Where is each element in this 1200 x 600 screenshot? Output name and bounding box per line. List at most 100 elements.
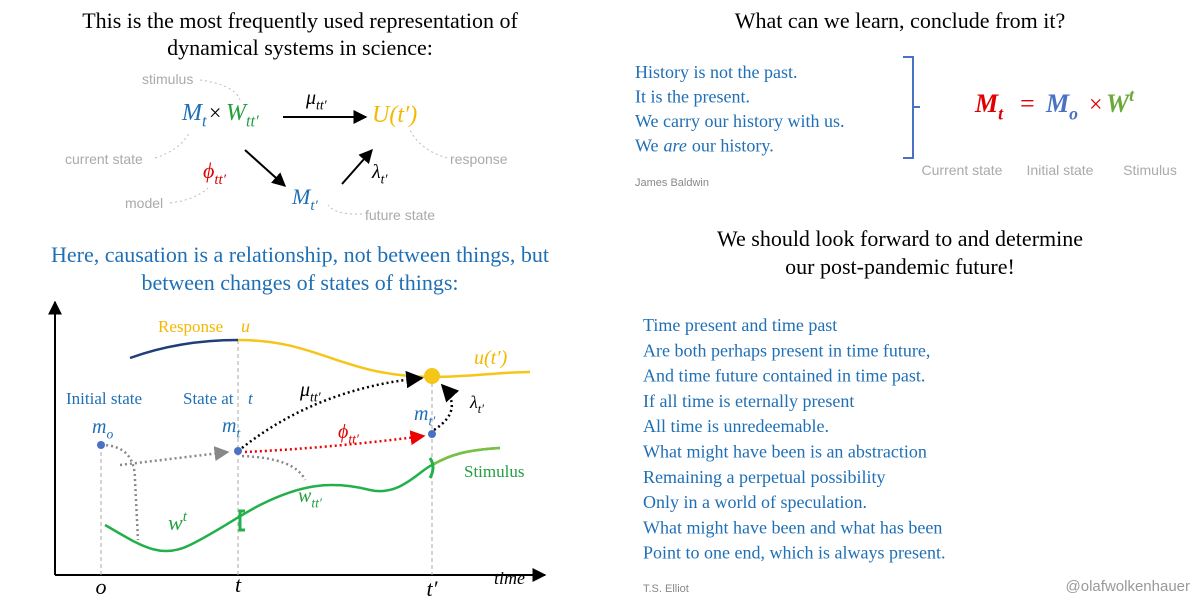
arrow	[100, 443, 140, 541]
symbol: M	[974, 89, 999, 118]
arrow	[433, 383, 460, 432]
plot-label: t	[248, 389, 254, 408]
symbol: W	[226, 100, 248, 126]
symbol: ϕ	[338, 421, 348, 443]
subscript: t	[998, 103, 1004, 123]
connector	[409, 129, 448, 159]
symbol: M	[291, 184, 312, 209]
plot-label: wtt′	[298, 485, 323, 511]
response-point	[424, 368, 440, 384]
subscript: tt′	[348, 432, 360, 447]
note: current state	[65, 151, 143, 167]
state-point	[234, 447, 242, 455]
subtitle: between changes of states of things:	[141, 270, 458, 295]
quote-word: We	[635, 136, 659, 156]
axis-label: t′	[427, 576, 439, 600]
connector	[327, 204, 363, 215]
bracket	[238, 509, 245, 532]
plot-label: u(t′)	[474, 347, 508, 369]
poem-line: Point to one end, which is always presen…	[643, 543, 945, 563]
symbol: λ	[371, 161, 381, 183]
response-past	[129, 338, 239, 360]
stimulus-future	[431, 446, 501, 467]
math: λt′	[371, 161, 388, 187]
subscript: t′	[310, 198, 318, 214]
equation: =	[1020, 89, 1035, 118]
math: U(t′)	[372, 102, 417, 128]
poem-line: And time future contained in time past.	[643, 366, 925, 386]
subscript: tt′	[246, 112, 259, 131]
quote-line: It is the present.	[635, 87, 750, 107]
math: Mt	[181, 100, 207, 131]
subscript: t′	[478, 402, 484, 416]
plot-label: mt′	[414, 403, 436, 429]
symbol: M	[1045, 89, 1070, 118]
arrow	[244, 149, 287, 187]
symbol: μ	[305, 87, 316, 109]
plot-label: Response	[158, 317, 223, 336]
plot-label: wt	[168, 509, 188, 535]
equation: Wt	[1106, 85, 1135, 118]
arrow	[341, 148, 373, 185]
arrow	[241, 370, 424, 449]
symbol: M	[181, 100, 204, 126]
note: future state	[365, 207, 435, 223]
arrow	[241, 454, 307, 481]
math: ϕtt′	[203, 158, 227, 188]
handle: @olafwolkenhauer	[1066, 578, 1190, 595]
heading: What can we learn, conclude from it?	[735, 8, 1065, 33]
equation-label: Initial state	[1027, 162, 1094, 178]
author: T.S. Elliot	[643, 583, 689, 595]
plot-label: ϕtt′	[338, 421, 360, 447]
quote-line: We are our history.	[635, 136, 774, 156]
arrow	[244, 430, 426, 454]
plot-label: λt′	[469, 392, 484, 416]
axis-label: t	[235, 572, 242, 597]
poem-line: What might have been and what has been	[643, 517, 942, 537]
symbol: m	[92, 416, 106, 438]
subscript: t′	[381, 172, 389, 187]
plot-label: μtt′	[299, 379, 322, 405]
subscript: tt′	[316, 98, 328, 113]
subtitle: Here, causation is a relationship, not b…	[51, 242, 549, 267]
symbol: W	[1106, 89, 1131, 118]
symbol: w	[168, 510, 183, 535]
math: Wtt′	[226, 100, 259, 131]
heading: We should look forward to and determine	[717, 226, 1083, 251]
connector	[199, 79, 241, 101]
superscript: t	[183, 509, 188, 525]
equation-label: Stimulus	[1123, 162, 1177, 178]
poem-line: All time is unredeemable.	[643, 416, 829, 436]
note: response	[450, 151, 508, 167]
subscript: o	[106, 427, 113, 442]
subscript: tt′	[214, 172, 226, 188]
arrow	[119, 446, 230, 467]
title: This is the most frequently used represe…	[82, 8, 518, 33]
poem-line: What might have been is an abstraction	[643, 442, 927, 462]
subscript: t′	[428, 414, 436, 429]
symbol: m	[414, 403, 428, 425]
subscript: t	[236, 426, 241, 441]
quote-line: We carry our history with us.	[635, 111, 845, 131]
quote-line: History is not the past.	[635, 62, 798, 82]
poem-line: Time present and time past	[643, 315, 837, 335]
plot-label: Initial state	[66, 389, 142, 408]
poem-line: Are both perhaps present in time future,	[643, 340, 930, 360]
symbol: λ	[469, 392, 478, 412]
state-point	[97, 441, 105, 449]
author: James Baldwin	[635, 177, 709, 189]
plot-label: Stimulus	[464, 462, 524, 481]
poem-line: Remaining a perpetual possibility	[643, 467, 885, 487]
math: ×	[209, 100, 221, 125]
axis-label: time	[494, 568, 525, 588]
symbol: m	[222, 415, 236, 437]
plot	[48, 300, 547, 582]
math: μtt′	[305, 87, 328, 113]
note: stimulus	[142, 71, 193, 87]
axis-label: o	[96, 574, 107, 599]
quote-word: are	[664, 136, 687, 156]
equation: Mo	[1045, 89, 1078, 123]
plot-label: u	[241, 316, 250, 336]
bracket	[428, 457, 435, 479]
